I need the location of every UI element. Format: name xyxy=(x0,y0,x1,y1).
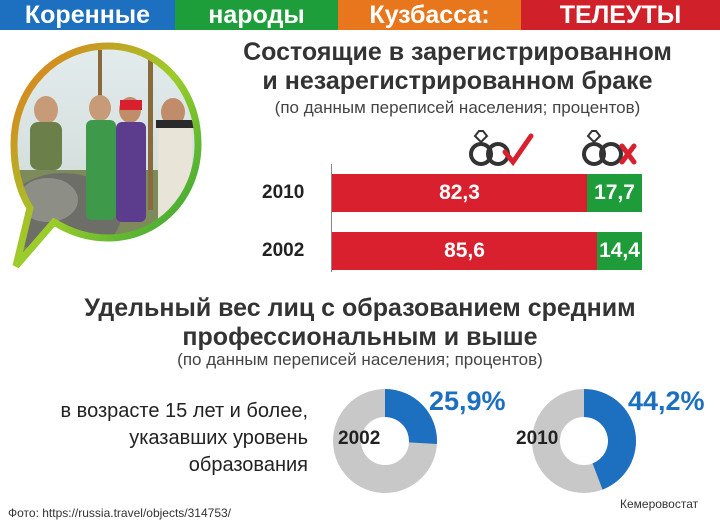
banner-word-3: Кузбасса: xyxy=(338,0,521,30)
education-description-line1: в возрасте 15 лет и более, xyxy=(60,400,309,422)
section1-title-line2: и незарегистрированном браке xyxy=(262,67,653,95)
bar-segment-2002-registered: 85,6 xyxy=(332,232,597,270)
rings-cross-icon xyxy=(582,130,637,166)
bar-value-label: 85,6 xyxy=(444,239,485,262)
banner-word-2: народы xyxy=(175,0,338,30)
donut-year-label-2002: 2002 xyxy=(338,428,381,449)
photo-source: Фото: https://russia.travel/objects/3147… xyxy=(8,506,232,520)
donut-chart-2002 xyxy=(333,389,437,493)
section1-subtitle: (по данным переписей населения; проценто… xyxy=(274,98,641,117)
banner: Коренные народы Кузбасса: ТЕЛЕУТЫ xyxy=(0,0,720,30)
bar-segment-2010-unregistered: 17,7 xyxy=(587,174,642,212)
section2-title-line2: профессиональным и выше xyxy=(182,323,538,351)
rings-check-icon xyxy=(469,130,534,167)
section1-title: Состоящие в зарегистрированном и незарег… xyxy=(205,38,710,96)
donut-value-slice-2010 xyxy=(584,389,636,490)
bar-year-label-2010: 2010 xyxy=(262,182,305,203)
section2-subtitle: (по данным переписей населения; проценто… xyxy=(177,350,543,369)
donut-chart-2010 xyxy=(532,389,636,493)
section1-title-line1: Состоящие в зарегистрированном xyxy=(243,38,672,66)
agency-label: Кемеровостат xyxy=(620,497,699,511)
donut-percent-label-2010: 44,2% xyxy=(628,386,705,416)
photo-frame xyxy=(8,40,206,272)
donut-year-label-2010: 2010 xyxy=(516,428,559,449)
education-description: в возрасте 15 лет и более, указавших уро… xyxy=(10,398,309,479)
bar-segment-2002-unregistered: 14,4 xyxy=(597,232,642,270)
banner-word-4: ТЕЛЕУТЫ xyxy=(521,0,720,30)
bar-value-label: 82,3 xyxy=(439,181,480,204)
bar-axis-line xyxy=(331,164,332,272)
bar-value-label: 17,7 xyxy=(594,181,635,204)
section2-title-line1: Удельный вес лиц с образованием средним xyxy=(84,294,636,322)
section2-title: Удельный вес лиц с образованием средним … xyxy=(10,294,710,352)
donut-percent-label-2002: 25,9% xyxy=(429,386,506,416)
bar-value-label: 14,4 xyxy=(599,239,640,262)
donut-value-slice-2002 xyxy=(385,389,437,444)
bar-year-label-2002: 2002 xyxy=(262,240,305,261)
education-description-line3: образования xyxy=(188,454,308,476)
bar-segment-2010-registered: 82,3 xyxy=(332,174,587,212)
education-description-line2: указавших уровень xyxy=(129,427,308,449)
banner-word-1: Коренные xyxy=(0,0,175,30)
people-photo-icon xyxy=(10,42,202,269)
